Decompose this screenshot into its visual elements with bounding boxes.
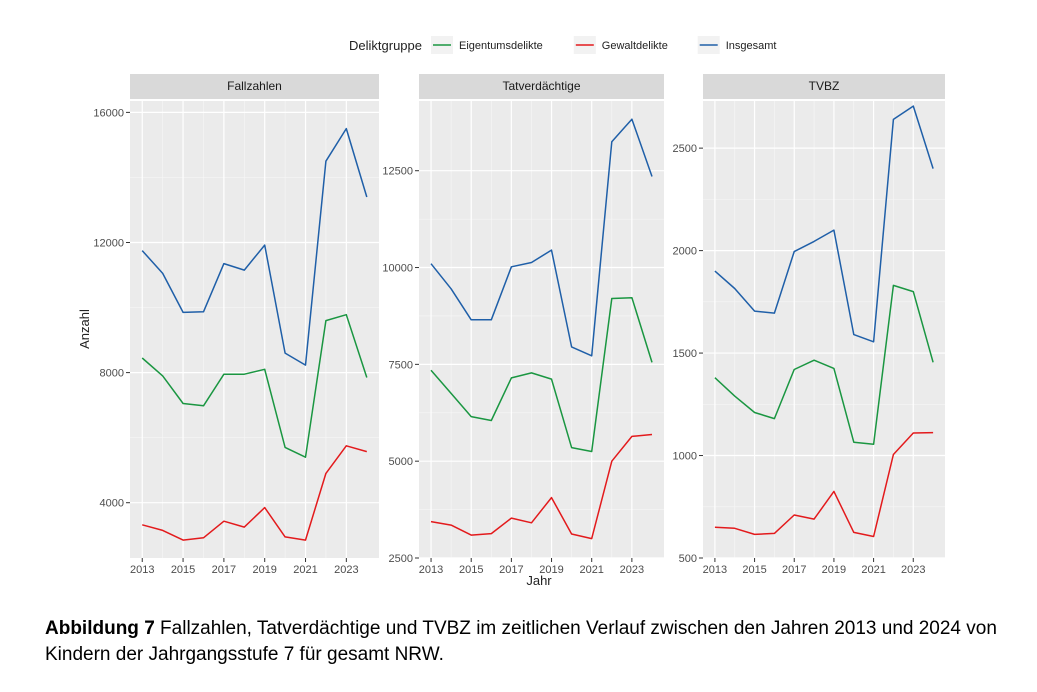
legend-label-1: Gewaltdelikte [602,40,668,52]
y-tick-label: 10000 [382,263,413,275]
panel-strip [419,74,664,99]
series-line-insgesamt [430,118,653,357]
series-line-eigentumsdelikte [141,313,368,458]
panel-strip [703,74,945,99]
x-tick-label: 2013 [130,564,154,576]
x-tick-label: 2013 [703,564,727,576]
x-tick-label: 2023 [620,564,644,576]
y-tick-label: 2000 [673,246,697,258]
series-line-gewaltdelikte [714,431,934,538]
legend-label-2: Insgesamt [726,40,777,52]
legend-title: Deliktgruppe [349,38,422,53]
y-tick-label: 12500 [382,166,413,178]
x-tick-label: 2021 [861,564,885,576]
y-tick-label: 12000 [93,237,124,249]
panel-3: TVBZ 500 1000 1500 2000 2500 2013 2015 2017 2019 2… [673,74,945,576]
x-axis-label: Jahr [526,573,552,588]
x-tick-label: 2017 [212,564,236,576]
x-tick-label: 2019 [822,564,846,576]
caption-label: Abbildung 7 [45,618,155,639]
x-tick-label: 2023 [901,564,925,576]
x-tick-label: 2019 [252,564,276,576]
x-tick-label: 2013 [419,564,443,576]
panel-2: Tatverdächtige 2500 5000 7500 10000 12500 2013… [382,74,664,576]
y-tick-label: 500 [679,553,697,565]
panel-strip [130,74,379,99]
y-tick-label: 16000 [93,107,124,119]
chart: Deliktgruppe Eigentumsdelikte Gewaltdelikt… [77,36,945,588]
y-tick-label: 4000 [100,498,124,510]
caption-text: Fallzahlen, Tatverdächtige und TVBZ im z… [45,618,997,665]
y-tick-label: 2500 [389,553,413,565]
series-line-insgesamt [141,127,368,366]
series-line-insgesamt [714,105,934,343]
panel-title: Fallzahlen [227,79,282,93]
x-tick-label: 2021 [579,564,603,576]
series-line-gewaltdelikte [142,445,368,541]
x-tick-label: 2023 [334,564,358,576]
panel-background [703,101,945,558]
y-tick-label: 1000 [673,451,697,463]
x-tick-label: 2017 [782,564,806,576]
y-tick-label: 1500 [673,348,697,360]
panel-title: TVBZ [809,79,840,93]
panel-title: Tatverdächtige [502,79,580,93]
panel-background [419,101,664,558]
x-tick-label: 2017 [499,564,523,576]
y-axis-label: Anzahl [77,309,92,349]
panel-background [130,101,379,558]
x-tick-label: 2021 [293,564,317,576]
legend-label-0: Eigentumsdelikte [459,40,543,52]
figure-caption: Abbildung 7 Fallzahlen, Tatverdächtige u… [45,616,1020,668]
series-line-eigentumsdelikte [714,284,934,446]
y-tick-label: 2500 [673,143,697,155]
y-tick-label: 7500 [389,359,413,371]
legend: Deliktgruppe Eigentumsdelikte Gewaltdelikt… [349,36,776,54]
x-tick-label: 2015 [459,564,483,576]
y-tick-label: 8000 [100,368,124,380]
x-tick-label: 2015 [171,564,195,576]
series-line-gewaltdelikte [430,433,653,540]
panel-1: Fallzahlen 4000 8000 12000 16000 2013 2015 2017… [93,74,379,576]
x-tick-label: 2019 [539,564,563,576]
series-line-eigentumsdelikte [430,296,653,453]
x-tick-label: 2015 [742,564,766,576]
y-tick-label: 5000 [389,456,413,468]
